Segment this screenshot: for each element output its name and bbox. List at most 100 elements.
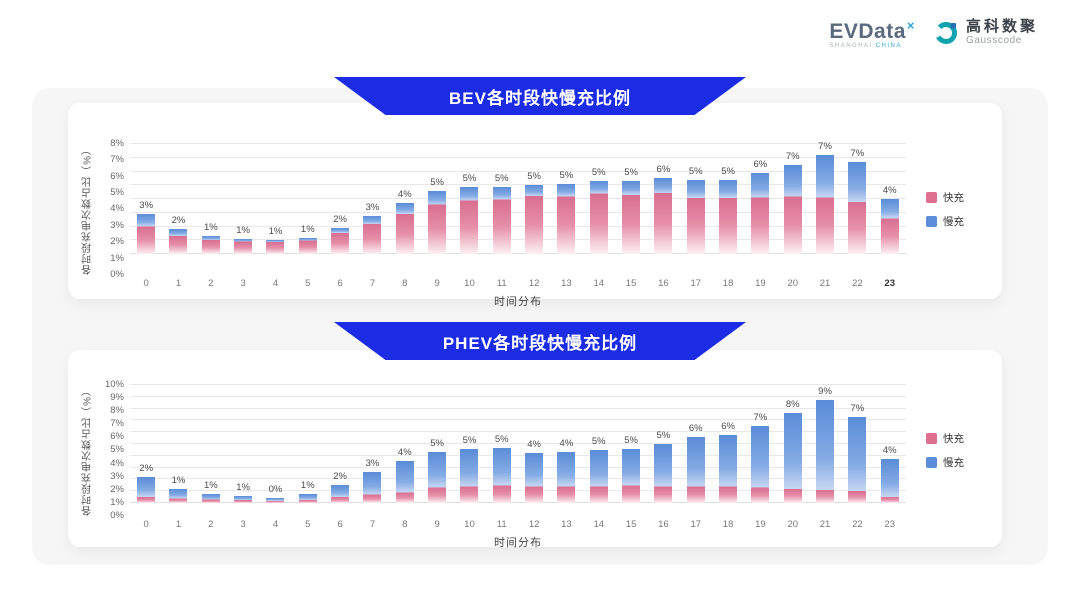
bar-value-label: 0% <box>268 483 283 495</box>
bar-value-label: 2% <box>139 463 154 475</box>
bar-column: 5% <box>486 144 518 254</box>
bar-column: 5% <box>518 144 550 254</box>
bar-value-label: 1% <box>268 226 283 238</box>
x-tick-label: 7 <box>369 277 376 289</box>
stacked-bar <box>201 493 220 503</box>
gridline <box>130 454 906 456</box>
phev-x-axis: 0 1 2 3 4 5 6 7 8 9 10 11 12 13 14 15 16 17 18 19 20 21 22 23 <box>68 519 1002 530</box>
evdata-wordmark: EVData× <box>829 16 915 42</box>
stacked-bar <box>654 178 673 254</box>
y-tick-label: 9% <box>110 392 124 404</box>
evdata-x-icon: × <box>906 18 915 33</box>
y-tick-label: 1% <box>110 496 124 508</box>
bar-value-label: 5% <box>656 430 671 441</box>
phev-y-axis-title: 各时段充电次数占比（%） <box>82 385 94 516</box>
legend: 快充 慢充 <box>906 144 1002 275</box>
gridline <box>130 466 906 468</box>
stacked-bar <box>783 413 802 503</box>
stacked-bar <box>298 494 317 503</box>
x-tick-label: 5 <box>305 277 311 289</box>
page-header: EVData× SHANGHAI CHINA 高科数聚 Gausscode <box>829 16 1038 49</box>
legend-swatch-icon <box>926 215 937 227</box>
x-tick-label: 9 <box>434 518 440 530</box>
bar-value-label: 5% <box>430 438 444 450</box>
stacked-bar <box>234 495 253 503</box>
x-tick-label: 12 <box>528 277 540 289</box>
gridline <box>130 184 906 186</box>
bar-value-label: 4% <box>527 439 541 451</box>
bar-column: 4% <box>389 144 421 254</box>
bar-value-label: 5% <box>527 171 541 183</box>
stacked-bar <box>719 434 738 503</box>
bar-column: 7% <box>744 385 776 503</box>
y-tick-label: 4% <box>110 457 124 469</box>
stacked-bar <box>460 186 479 254</box>
bar-value-label: 5% <box>462 434 477 446</box>
x-tick-label: 18 <box>722 277 734 289</box>
gridline <box>130 225 906 227</box>
legend-item: 慢充 <box>926 455 1002 470</box>
bar-value-label: 2% <box>333 471 347 483</box>
x-ticks: 0 1 2 3 4 5 6 7 8 9 10 11 12 13 14 15 16 17 18 19 20 21 22 23 <box>130 519 906 530</box>
x-tick-label: 11 <box>496 518 507 530</box>
bar-value-label: 5% <box>688 165 703 177</box>
legend: 快充 慢充 <box>906 385 1002 516</box>
bar-column: 1% <box>195 144 227 254</box>
gridline <box>130 490 906 492</box>
gridline <box>130 478 906 480</box>
x-tick-label: 8 <box>402 518 408 530</box>
stacked-bar <box>395 203 414 254</box>
bar-column: 5% <box>583 144 615 254</box>
bar-value-label: 9% <box>818 386 832 398</box>
bar-column: 7% <box>809 141 841 254</box>
y-tick-label: 7% <box>110 418 124 430</box>
stacked-bar <box>428 452 447 503</box>
bar-column: 5% <box>647 385 679 503</box>
stacked-bar <box>331 227 350 254</box>
stacked-bar <box>622 181 641 254</box>
y-tick-label: 8% <box>110 138 124 149</box>
plot-area: 3% 2% 1% 1% 1% 1% 2% 3% 4% 5% 5% 5% 5% 5% 5% 5% 6% 5% 5% 6%… <box>130 141 906 254</box>
stacked-bar <box>848 416 867 503</box>
bar-value-label: 7% <box>850 147 865 159</box>
stacked-bar <box>395 460 414 503</box>
gridline <box>130 419 906 421</box>
bar-column: 5% <box>453 385 485 503</box>
x-tick-label: 16 <box>658 518 669 530</box>
bev-chart-card: 各时段充电次数占比（%） 0% 1% 2% 3% 4% 5% 6% 7% 8% 3% 2% 1% 1%… <box>68 103 1002 308</box>
bar-column: 5% <box>583 385 615 503</box>
x-tick-label: 10 <box>464 518 475 530</box>
gridline <box>130 395 906 397</box>
stacked-bar <box>460 448 479 503</box>
bar-column: 6% <box>712 385 744 503</box>
bar-value-label: 3% <box>365 458 380 470</box>
bar-value-label: 3% <box>139 200 154 212</box>
stacked-bar <box>557 183 576 254</box>
stacked-bar <box>331 485 350 503</box>
stacked-bar <box>428 190 447 254</box>
bar-column: 4% <box>389 385 421 503</box>
x-tick-label: 2 <box>208 277 214 289</box>
bar-column: 5% <box>550 144 582 254</box>
stacked-bar <box>137 214 156 254</box>
legend-swatch-icon <box>926 191 937 203</box>
x-tick-label: 5 <box>305 518 311 530</box>
bar-value-label: 6% <box>721 420 735 432</box>
bar-value-label: 5% <box>624 167 638 179</box>
bar-value-label: 1% <box>171 474 186 486</box>
stacked-bar <box>298 237 317 254</box>
bar-column: 6% <box>744 144 776 254</box>
bar-value-label: 5% <box>494 172 509 184</box>
bar-column: 1% <box>227 385 259 503</box>
bar-value-label: 5% <box>591 167 606 179</box>
x-tick-label: 17 <box>690 518 702 530</box>
gridline <box>130 443 906 444</box>
stacked-bar <box>363 472 382 503</box>
x-tick-label: 22 <box>852 277 863 289</box>
legend-item: 快充 <box>926 190 1002 205</box>
bar-value-label: 5% <box>591 435 606 447</box>
stacked-bar <box>266 240 285 254</box>
bar-value-label: 4% <box>559 438 574 450</box>
y-axis: 0% 1% 2% 3% 4% 5% 6% 7% 8% <box>98 139 130 280</box>
bar-value-label: 6% <box>656 164 671 176</box>
